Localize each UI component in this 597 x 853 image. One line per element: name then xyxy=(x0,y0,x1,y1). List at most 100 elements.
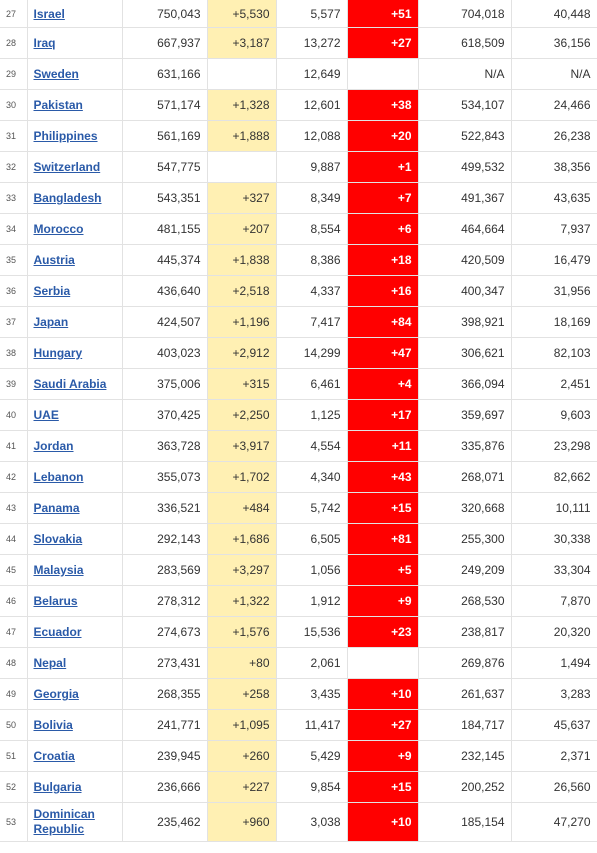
table-row: 31 Philippines 561,169 +1,888 12,088 +20 522,8… xyxy=(0,120,597,152)
new-cases-cell: +1,838 xyxy=(207,244,277,276)
active-cases-cell: 33,304 xyxy=(511,554,597,586)
total-cases-cell: 481,155 xyxy=(122,213,208,245)
country-link[interactable]: UAE xyxy=(33,408,59,422)
country-cell: Belarus xyxy=(27,585,123,617)
country-cell: Croatia xyxy=(27,740,123,772)
country-link[interactable]: Pakistan xyxy=(33,98,83,112)
country-link[interactable]: Croatia xyxy=(33,749,75,763)
total-cases-cell: 561,169 xyxy=(122,120,208,152)
country-link[interactable]: Sweden xyxy=(33,67,79,81)
active-cases-cell: 43,635 xyxy=(511,182,597,214)
total-deaths-cell: 5,742 xyxy=(276,492,348,524)
country-cell: Bulgaria xyxy=(27,771,123,803)
total-deaths-cell: 1,056 xyxy=(276,554,348,586)
country-cell: Slovakia xyxy=(27,523,123,555)
active-cases-cell: 10,111 xyxy=(511,492,597,524)
country-link[interactable]: Lebanon xyxy=(33,470,84,484)
country-link[interactable]: Bulgaria xyxy=(33,780,82,794)
country-cell: Panama xyxy=(27,492,123,524)
country-link[interactable]: Austria xyxy=(33,253,75,267)
country-link[interactable]: Georgia xyxy=(33,687,79,701)
country-link[interactable]: Morocco xyxy=(33,222,84,236)
table-row: 44 Slovakia 292,143 +1,686 6,505 +81 255,300 30… xyxy=(0,523,597,555)
active-cases-cell: 9,603 xyxy=(511,399,597,431)
country-link[interactable]: Panama xyxy=(33,501,80,515)
total-recovered-cell: 704,018 xyxy=(418,0,512,28)
new-cases-cell: +1,322 xyxy=(207,585,277,617)
new-deaths-cell: +7 xyxy=(347,182,419,214)
new-deaths-cell: +43 xyxy=(347,461,419,493)
new-deaths-cell: +16 xyxy=(347,275,419,307)
table-row: 39 Saudi Arabia 375,006 +315 6,461 +4 366,094 2… xyxy=(0,368,597,400)
new-cases-cell: +3,917 xyxy=(207,430,277,462)
active-cases-cell: 82,662 xyxy=(511,461,597,493)
total-cases-cell: 571,174 xyxy=(122,89,208,121)
new-deaths-cell: +84 xyxy=(347,306,419,338)
country-link[interactable]: Dominican Republic xyxy=(33,807,95,836)
total-recovered-cell: 400,347 xyxy=(418,275,512,307)
total-deaths-cell: 2,061 xyxy=(276,647,348,679)
total-deaths-cell: 9,854 xyxy=(276,771,348,803)
country-link[interactable]: Switzerland xyxy=(33,160,101,174)
active-cases-cell: 26,560 xyxy=(511,771,597,803)
country-link[interactable]: Jordan xyxy=(33,439,74,453)
total-deaths-cell: 1,125 xyxy=(276,399,348,431)
country-cell: Nepal xyxy=(27,647,123,679)
country-cell: Switzerland xyxy=(27,151,123,183)
total-deaths-cell: 6,461 xyxy=(276,368,348,400)
total-cases-cell: 547,775 xyxy=(122,151,208,183)
total-recovered-cell: 491,367 xyxy=(418,182,512,214)
country-cell: Serbia xyxy=(27,275,123,307)
new-cases-cell: +315 xyxy=(207,368,277,400)
country-link[interactable]: Ecuador xyxy=(33,625,82,639)
active-cases-cell: 45,637 xyxy=(511,709,597,741)
active-cases-cell: 3,283 xyxy=(511,678,597,710)
new-deaths-cell: +18 xyxy=(347,244,419,276)
table-row: 37 Japan 424,507 +1,196 7,417 +84 398,921 18,16… xyxy=(0,306,597,338)
total-deaths-cell: 11,417 xyxy=(276,709,348,741)
table-row: 51 Croatia 239,945 +260 5,429 +9 232,145 2,371 xyxy=(0,740,597,772)
new-deaths-cell: +9 xyxy=(347,740,419,772)
country-link[interactable]: Slovakia xyxy=(33,532,83,546)
country-link[interactable]: Serbia xyxy=(33,284,71,298)
new-deaths-cell: +11 xyxy=(347,430,419,462)
total-recovered-cell: 398,921 xyxy=(418,306,512,338)
table-row: 29 Sweden 631,166 12,649 N/A N/A xyxy=(0,58,597,90)
country-link[interactable]: Japan xyxy=(33,315,69,329)
new-cases-cell: +1,702 xyxy=(207,461,277,493)
country-link[interactable]: Nepal xyxy=(33,656,67,670)
country-cell: Malaysia xyxy=(27,554,123,586)
total-deaths-cell: 12,088 xyxy=(276,120,348,152)
country-link[interactable]: Malaysia xyxy=(33,563,84,577)
new-cases-cell: +1,196 xyxy=(207,306,277,338)
country-link[interactable]: Saudi Arabia xyxy=(33,377,107,391)
total-cases-cell: 239,945 xyxy=(122,740,208,772)
active-cases-cell: 7,870 xyxy=(511,585,597,617)
country-cell: Philippines xyxy=(27,120,123,152)
active-cases-cell: 38,356 xyxy=(511,151,597,183)
total-cases-cell: 750,043 xyxy=(122,0,208,28)
country-link[interactable]: Iraq xyxy=(33,36,56,50)
new-deaths-cell: +4 xyxy=(347,368,419,400)
new-deaths-cell: +17 xyxy=(347,399,419,431)
country-cell: Jordan xyxy=(27,430,123,462)
country-link[interactable]: Bolivia xyxy=(33,718,73,732)
new-deaths-cell: +51 xyxy=(347,0,419,28)
country-link[interactable]: Hungary xyxy=(33,346,83,360)
rank-cell: 53 xyxy=(0,802,28,842)
active-cases-cell: 18,169 xyxy=(511,306,597,338)
active-cases-cell: 47,270 xyxy=(511,802,597,842)
new-cases-cell: +5,530 xyxy=(207,0,277,28)
country-cell: Georgia xyxy=(27,678,123,710)
country-link[interactable]: Philippines xyxy=(33,129,98,143)
new-deaths-cell: +1 xyxy=(347,151,419,183)
new-cases-cell: +258 xyxy=(207,678,277,710)
country-link[interactable]: Bangladesh xyxy=(33,191,102,205)
active-cases-cell: 7,937 xyxy=(511,213,597,245)
active-cases-cell: 36,156 xyxy=(511,27,597,59)
country-cell: Iraq xyxy=(27,27,123,59)
country-link[interactable]: Israel xyxy=(33,6,65,21)
country-link[interactable]: Belarus xyxy=(33,594,78,608)
total-cases-cell: 236,666 xyxy=(122,771,208,803)
